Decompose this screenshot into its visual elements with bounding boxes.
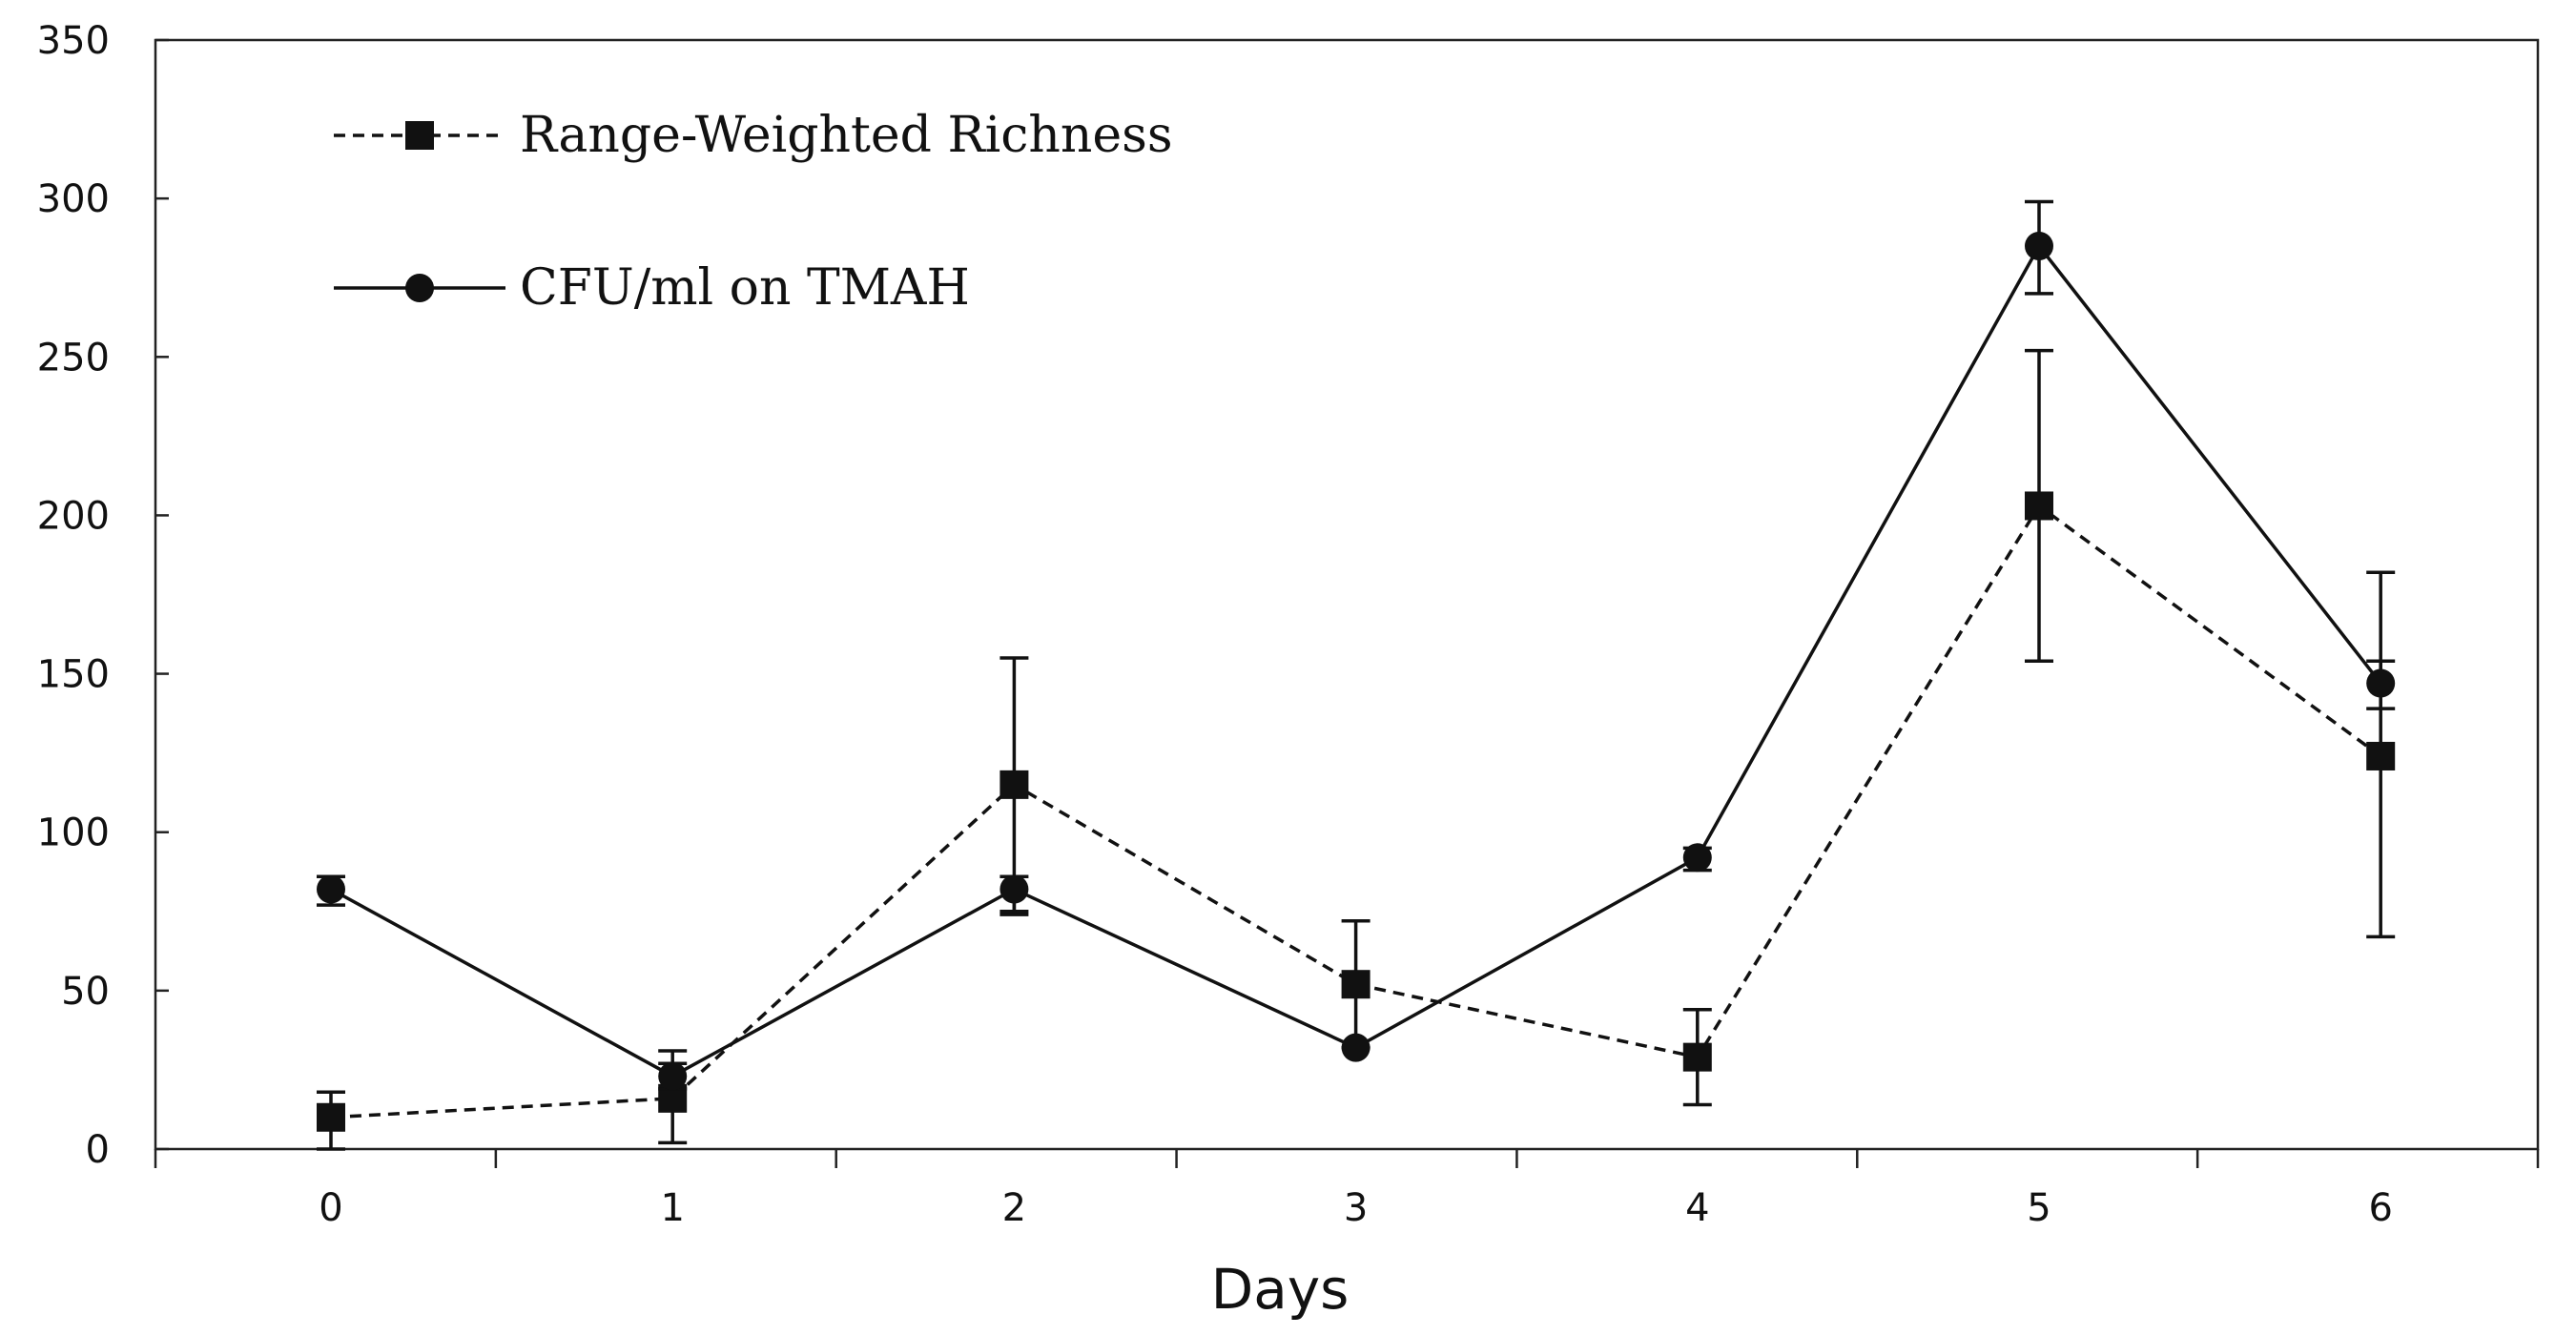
y-tick-label: 0 xyxy=(86,1128,110,1172)
data-point-square xyxy=(999,770,1029,799)
plot-frame xyxy=(154,38,2540,1151)
data-point-circle xyxy=(317,874,345,904)
x-tick-label: 4 xyxy=(1685,1186,1709,1230)
legend-entry: CFU/ml on TMAH xyxy=(334,259,970,317)
x-tick-label: 0 xyxy=(319,1186,342,1230)
y-tick-label: 300 xyxy=(37,177,110,221)
data-point-square xyxy=(2366,741,2396,770)
x-tick-label: 6 xyxy=(2368,1186,2392,1230)
data-point-circle xyxy=(1341,1033,1370,1062)
series-layer xyxy=(317,199,2396,1151)
legend-label: Range-Weighted Richness xyxy=(520,107,1173,164)
x-tick-label: 3 xyxy=(1344,1186,1368,1230)
y-tick-label: 250 xyxy=(37,336,110,380)
data-point-square xyxy=(2025,491,2053,521)
y-tick-label: 200 xyxy=(37,494,110,538)
data-point-square xyxy=(1682,1042,1712,1072)
axes: 0 50 100 150 200 250 300 350 0 1 2 3 4 5 6 xyxy=(37,19,2540,1230)
y-tick-label: 350 xyxy=(37,19,110,63)
data-point-circle xyxy=(1682,843,1712,873)
legend: Range-Weighted Richness CFU/ml on TMAH xyxy=(334,107,1173,317)
legend-entry: Range-Weighted Richness xyxy=(334,107,1173,164)
x-tick-label: 5 xyxy=(2027,1186,2050,1230)
y-tick-label: 50 xyxy=(61,970,110,1014)
legend-marker-square xyxy=(405,121,434,150)
x-tick-label: 1 xyxy=(660,1186,684,1230)
y-tick-label: 150 xyxy=(37,653,110,697)
series-range-weighted-richness xyxy=(317,348,2396,1151)
legend-label: CFU/ml on TMAH xyxy=(520,259,970,317)
data-point-square xyxy=(1341,970,1370,999)
data-point-square xyxy=(317,1102,345,1132)
data-point-circle xyxy=(2366,668,2396,698)
data-point-circle xyxy=(2025,231,2053,260)
series-cfu-on-tmah xyxy=(317,199,2396,1091)
x-axis-title: Days xyxy=(1211,1257,1350,1322)
x-tick-label: 2 xyxy=(1002,1186,1026,1230)
data-point-circle xyxy=(658,1061,688,1091)
data-point-circle xyxy=(999,874,1029,904)
legend-marker-circle xyxy=(405,274,434,302)
y-tick-label: 100 xyxy=(37,811,110,855)
